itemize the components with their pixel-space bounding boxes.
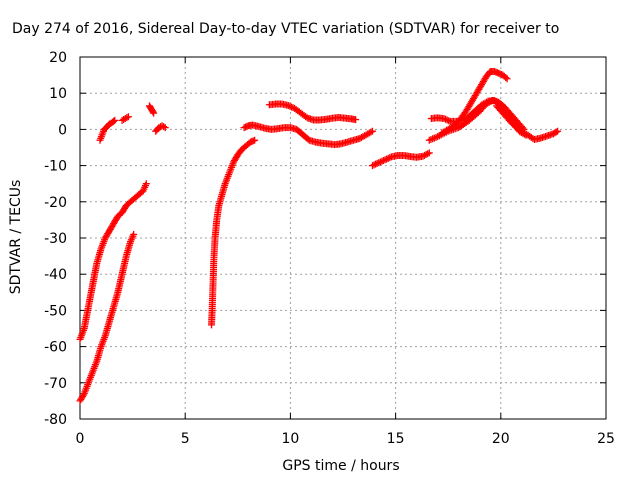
- data-point: [443, 116, 451, 124]
- data-point: [381, 156, 389, 164]
- y-tick-label: -50: [44, 303, 67, 319]
- data-point: [79, 391, 87, 399]
- data-point: [378, 157, 386, 165]
- data-point: [161, 124, 169, 132]
- data-point: [554, 127, 562, 135]
- series-arc-6: [152, 122, 169, 135]
- data-point: [425, 136, 433, 144]
- y-tick-label: -10: [44, 159, 67, 175]
- y-tick-label: -30: [44, 231, 67, 247]
- data-point: [483, 98, 491, 106]
- y-tick-label: 20: [49, 50, 67, 66]
- y-tick-label: -60: [44, 340, 67, 356]
- data-point: [286, 102, 294, 110]
- y-tick-label: -80: [44, 412, 67, 428]
- data-point: [384, 154, 392, 162]
- data-point: [124, 113, 132, 121]
- chart-title: Day 274 of 2016, Sidereal Day-to-day VTE…: [12, 21, 559, 37]
- data-point: [422, 151, 430, 159]
- data-point: [430, 134, 438, 142]
- series-arc-9: [265, 100, 360, 124]
- data-point: [419, 152, 427, 160]
- x-tick-label: 10: [281, 431, 299, 447]
- data-point: [130, 230, 138, 238]
- series-arc-4: [118, 113, 132, 124]
- series-arc-7: [208, 136, 259, 329]
- data-point: [284, 102, 292, 110]
- data-point: [375, 159, 383, 167]
- x-tick-label: 25: [597, 431, 615, 447]
- x-tick-label: 0: [76, 431, 85, 447]
- series-arc-1: [76, 180, 150, 343]
- series-arc-2: [76, 230, 138, 405]
- data-point: [372, 160, 380, 168]
- data-point: [160, 123, 168, 131]
- series-arc-3: [96, 116, 119, 144]
- ticks: [79, 56, 607, 420]
- series-arc-8: [240, 121, 376, 149]
- data-point: [368, 162, 376, 170]
- y-tick-label: -70: [44, 376, 67, 392]
- x-tick-label: 5: [181, 431, 190, 447]
- data-marks: [76, 67, 562, 405]
- series-arc-12: [438, 67, 511, 137]
- y-tick-label: 10: [49, 86, 67, 102]
- data-point: [503, 75, 511, 83]
- y-axis-label: SDTVAR / TECUs: [8, 180, 24, 295]
- data-point: [386, 154, 394, 162]
- y-tick-label: -40: [44, 267, 67, 283]
- data-point: [123, 114, 131, 122]
- x-tick-label: 15: [387, 431, 405, 447]
- x-tick-labels: 0 5 10 15 20 25: [76, 431, 615, 447]
- data-point: [502, 74, 510, 82]
- plot-frame: [79, 56, 607, 420]
- series-arc-14: [493, 102, 562, 144]
- series-arc-5: [145, 102, 158, 117]
- data-point: [445, 117, 453, 125]
- data-point: [150, 109, 158, 117]
- data-point: [383, 155, 391, 163]
- data-point: [110, 117, 118, 125]
- y-tick-label: -20: [44, 195, 67, 211]
- data-point: [432, 133, 440, 141]
- data-point: [287, 103, 295, 111]
- data-point: [149, 108, 157, 116]
- data-point: [425, 149, 433, 157]
- data-point: [111, 116, 119, 124]
- data-point: [442, 115, 450, 123]
- data-point: [376, 158, 384, 166]
- data-point: [421, 151, 429, 159]
- data-point: [370, 161, 378, 169]
- data-point: [142, 180, 150, 188]
- y-tick-labels: -80 -70 -60 -50 -40 -30 -20 -10 0 10 20: [44, 50, 67, 428]
- series-arc-10: [368, 149, 433, 170]
- data-point: [352, 116, 360, 124]
- data-point: [367, 128, 375, 136]
- data-point: [552, 128, 560, 136]
- x-axis-label: GPS time / hours: [282, 458, 399, 474]
- data-point: [368, 127, 376, 135]
- y-tick-label: 0: [58, 122, 67, 138]
- data-point: [440, 115, 448, 123]
- data-point: [251, 136, 259, 144]
- x-tick-label: 20: [492, 431, 510, 447]
- data-point: [424, 150, 432, 158]
- data-point: [380, 157, 388, 165]
- data-point: [373, 159, 381, 167]
- grid: [80, 57, 606, 419]
